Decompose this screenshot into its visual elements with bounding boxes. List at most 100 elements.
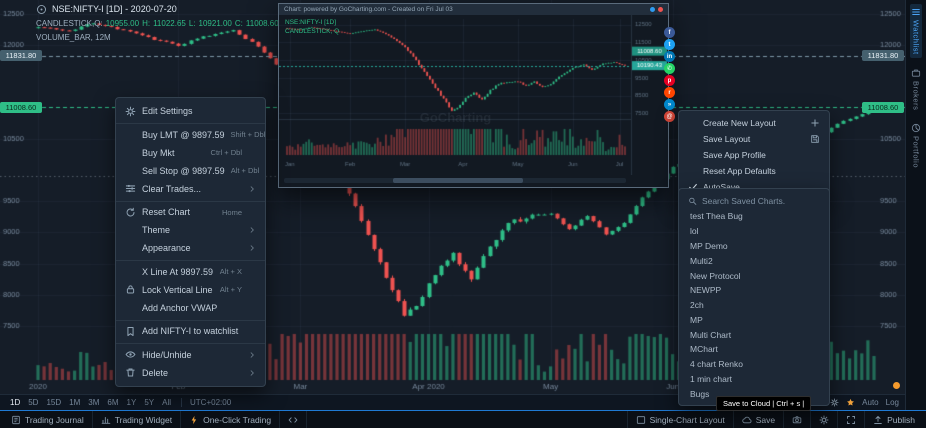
saved-chart-item[interactable]: MP Demo — [690, 240, 728, 251]
ohlc-high: 11022.65 — [153, 19, 186, 28]
status-item-icon — [846, 415, 856, 425]
context-menu-item[interactable]: Sell Stop @ 9897.59 Alt + Dbl — [116, 162, 265, 180]
popup-scrollbar[interactable] — [284, 178, 626, 183]
share-preview-window: Chart: powered by GoCharting.com - Creat… — [278, 3, 669, 188]
layout-item-action-icon — [810, 150, 820, 160]
sidebar-tab[interactable]: Brokers — [910, 65, 922, 113]
timeframe-button[interactable]: 15D — [46, 398, 62, 407]
auto-scale-toggle[interactable]: Auto — [862, 398, 879, 407]
context-menu-item[interactable]: Appearance — [116, 239, 265, 257]
saved-chart-item[interactable]: lol — [690, 226, 699, 237]
popup-legend: NSE:NIFTY-I [1D] CANDLESTICK, Q — [285, 18, 339, 36]
log-scale-toggle[interactable]: Log — [885, 398, 899, 407]
submenu-arrow-icon — [248, 185, 256, 193]
context-menu-item[interactable]: Add Anchor VWAP — [116, 299, 265, 317]
ohlc-close-label: C: — [234, 19, 243, 28]
timeframe-button[interactable]: 6M — [107, 398, 119, 407]
saved-chart-item[interactable]: 2ch — [690, 300, 704, 311]
timeframe-button[interactable]: 1Y — [126, 398, 137, 407]
saved-chart-item[interactable]: Multi2 — [690, 255, 713, 266]
chart-context-menu: Edit Settings Buy LMT @ 9897.59 Shift + … — [115, 97, 266, 387]
context-menu-item[interactable]: Add NIFTY-I to watchlist — [116, 319, 265, 341]
submenu-arrow-icon — [248, 351, 256, 359]
saved-chart-item[interactable]: MP — [690, 314, 703, 325]
search-input[interactable] — [701, 196, 820, 206]
status-bar-item[interactable] — [837, 411, 864, 428]
saved-chart-item[interactable]: Bugs — [690, 388, 710, 399]
whatsapp-icon[interactable]: ✆ — [664, 63, 675, 74]
popup-minimize-button[interactable] — [650, 7, 655, 12]
layout-item-action-icon — [810, 118, 820, 128]
reddit-icon[interactable]: r — [664, 87, 675, 98]
status-bar-item[interactable] — [810, 411, 837, 428]
layout-menu-item[interactable]: Reset App Defaults — [679, 163, 829, 179]
pinterest-icon[interactable]: p — [664, 75, 675, 86]
status-bar-item[interactable]: One-Click Trading — [181, 411, 281, 428]
layout-menu-item[interactable]: Save App Profile — [679, 147, 829, 163]
saved-charts-search[interactable] — [679, 193, 829, 209]
status-bar-item[interactable] — [783, 411, 810, 428]
favorite-star-icon[interactable] — [846, 398, 855, 407]
context-menu-item[interactable]: Lock Vertical Line Alt + Y — [116, 281, 265, 299]
timezone-label[interactable]: UTC+02:00 — [181, 398, 231, 407]
go-to-realtime-dot[interactable] — [893, 382, 900, 389]
saved-chart-item[interactable]: 4 chart Renko — [690, 359, 743, 370]
mail-icon[interactable]: @ — [664, 111, 675, 122]
saved-chart-item[interactable]: New Protocol — [690, 270, 741, 281]
saved-chart-item[interactable]: NEWPP — [690, 285, 722, 296]
popup-close-button[interactable] — [658, 7, 663, 12]
timeframe-button[interactable]: All — [162, 398, 172, 407]
timeframe-button[interactable]: 1M — [69, 398, 81, 407]
layout-menu-item[interactable]: Create New Layout — [679, 115, 829, 131]
status-bar-item[interactable]: Trading Journal — [3, 411, 93, 428]
context-menu-item[interactable]: Reset Chart Home — [116, 200, 265, 222]
timeframe-button[interactable]: 3M — [88, 398, 100, 407]
saved-chart-item[interactable]: MChart — [690, 344, 718, 355]
status-bar-item[interactable]: Publish — [864, 411, 923, 428]
context-menu-item[interactable]: Hide/Unhide — [116, 343, 265, 364]
context-menu-item[interactable]: Buy Mkt Ctrl + Dbl — [116, 144, 265, 162]
submenu-arrow-icon — [248, 286, 256, 294]
twitter-icon[interactable]: t — [664, 39, 675, 50]
context-menu-item[interactable]: Clear Trades... — [116, 180, 265, 198]
status-bar-item[interactable] — [280, 411, 308, 428]
status-bar-item[interactable]: Single-Chart Layout — [626, 411, 733, 428]
menu-item-icon — [125, 326, 136, 337]
sidebar-tab[interactable]: Portfolio — [910, 120, 922, 171]
linkedin-icon[interactable]: in — [664, 51, 675, 62]
sidebar-tab[interactable]: Watchlist — [910, 4, 922, 58]
menu-item-icon — [125, 367, 136, 378]
timeframe-button[interactable]: 1D — [10, 398, 21, 407]
watermark: GoCharting — [419, 110, 492, 126]
timeframe-button[interactable]: 5Y — [144, 398, 155, 407]
context-menu-item[interactable]: Edit Settings — [116, 102, 265, 120]
context-menu-item[interactable]: Theme — [116, 221, 265, 239]
popup-scrollbar-thumb[interactable] — [393, 178, 524, 183]
layout-item-action-icon — [810, 166, 820, 176]
saved-chart-item[interactable]: test Thea Bug — [690, 211, 743, 222]
search-icon — [688, 196, 697, 206]
chart-settings-icon[interactable] — [830, 398, 839, 407]
layout-item-action-icon — [810, 134, 820, 144]
right-sidebar: Watchlist Brokers Portfolio — [905, 0, 926, 410]
menu-item-icon — [125, 165, 136, 176]
context-menu-item[interactable]: Delete — [116, 364, 265, 382]
facebook-icon[interactable]: f — [664, 27, 675, 38]
popup-window-controls — [650, 7, 663, 12]
layout-menu: Create New Layout Save Layout Save App P… — [678, 110, 830, 200]
sidebar-tab-icon — [911, 68, 921, 78]
timeframe-button[interactable]: 5D — [28, 398, 39, 407]
context-menu-item[interactable]: X Line At 9897.59 Alt + X — [116, 260, 265, 281]
status-bar-item[interactable]: Save — [732, 411, 783, 428]
saved-chart-item[interactable]: Multi Chart — [690, 329, 732, 340]
context-menu-item[interactable]: Buy LMT @ 9897.59 Shift + Dbl — [116, 123, 265, 144]
telegram-icon[interactable]: » — [664, 99, 675, 110]
layout-menu-item[interactable]: Save Layout — [679, 131, 829, 147]
symbol-row[interactable]: NSE:NIFTY-I [1D] - 2020-07-20 — [36, 4, 279, 15]
status-bar-item[interactable]: Trading Widget — [93, 411, 182, 428]
popup-title-bar[interactable]: Chart: powered by GoCharting.com - Creat… — [279, 4, 668, 15]
volume-row: VOLUME_BAR, 12M — [36, 32, 111, 42]
saved-chart-item[interactable]: 1 min chart — [690, 373, 733, 384]
symbol-title: NSE:NIFTY-I [1D] - 2020-07-20 — [52, 3, 177, 14]
price-badge-prev-right: 11831.80 — [862, 50, 904, 62]
